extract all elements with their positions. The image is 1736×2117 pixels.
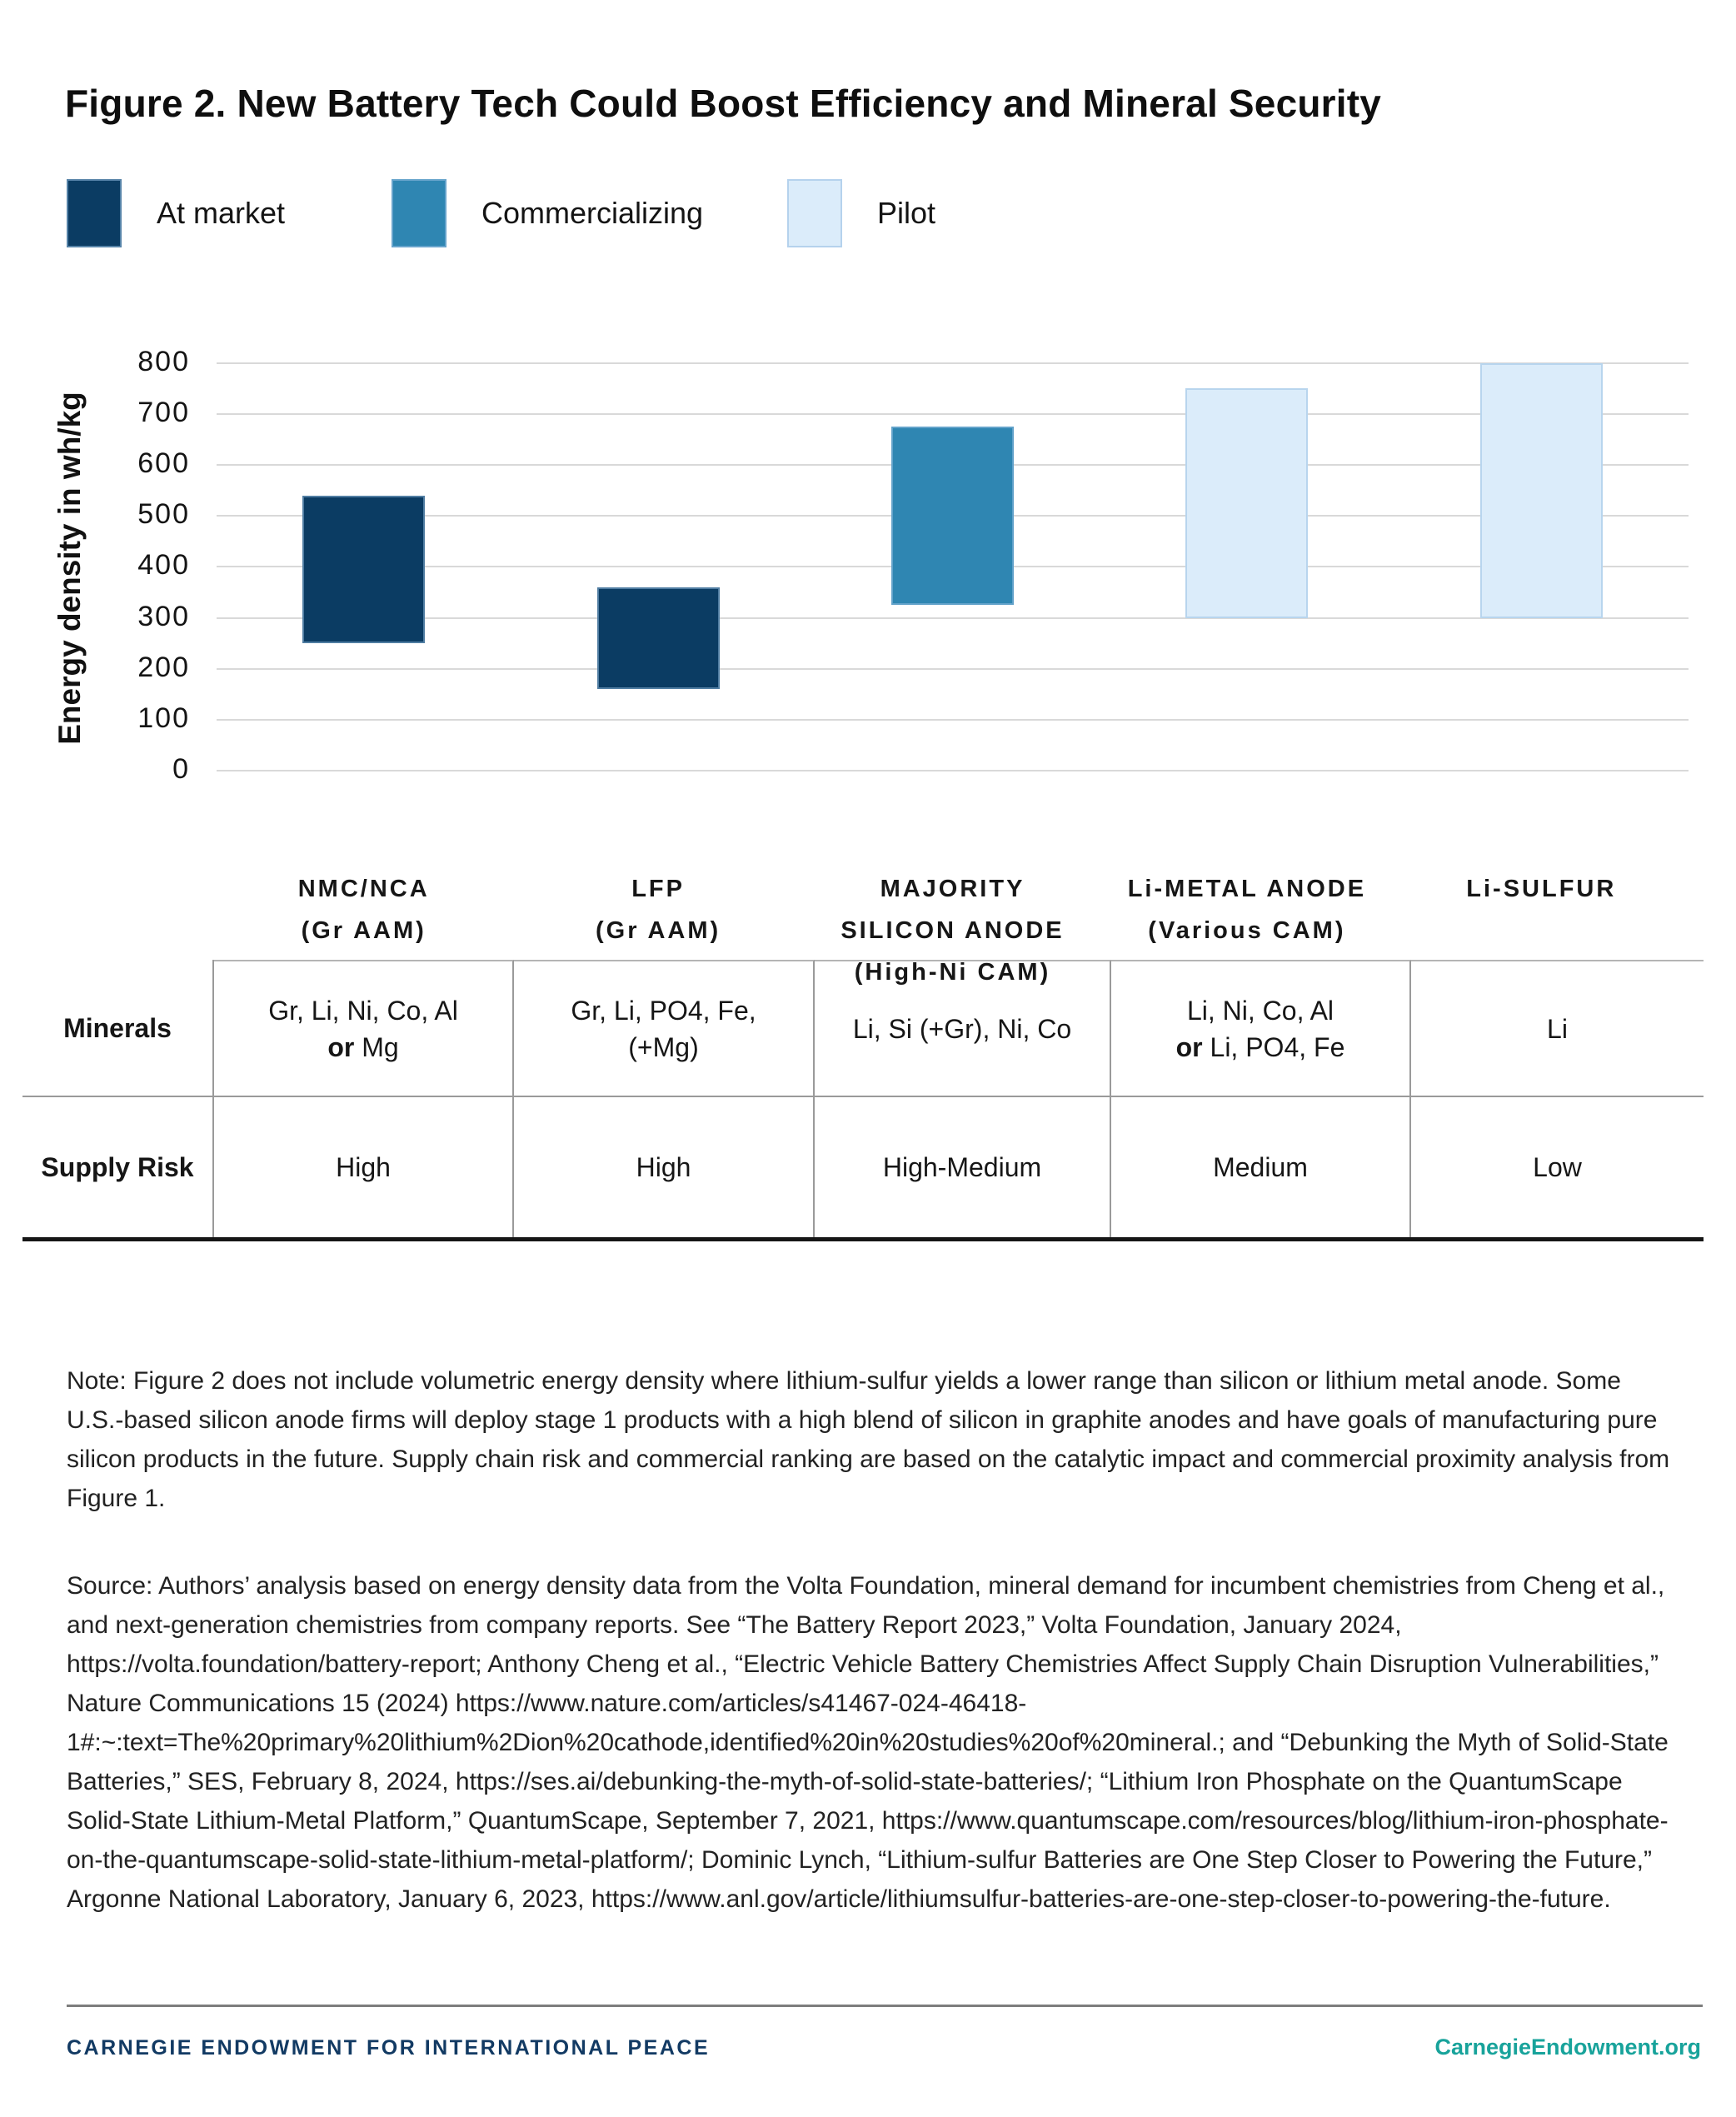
category-label-line: SILICON ANODE xyxy=(841,917,1065,944)
y-tick-600: 600 xyxy=(137,447,190,480)
minerals-text: Li, Ni, Co, Al xyxy=(1186,995,1334,1026)
gridline-100 xyxy=(217,718,1689,721)
supply-risk-cell-3: Medium xyxy=(1111,1097,1411,1237)
minerals-line: Li xyxy=(1547,1011,1568,1047)
minerals-text: Gr, Li, Ni, Co, Al xyxy=(268,995,458,1026)
range-bar-li-metal-anode-various-cam xyxy=(1185,388,1309,618)
supply-risk-cell-2: High-Medium xyxy=(815,1097,1111,1237)
footer-divider xyxy=(67,2005,1703,2007)
y-tick-300: 300 xyxy=(137,600,190,632)
category-label-line: LFP xyxy=(631,876,685,902)
category-label-line: MAJORITY xyxy=(880,876,1025,902)
footer-website: CarnegieEndowment.org xyxy=(1434,2035,1701,2060)
gridline-800 xyxy=(217,362,1689,364)
range-bar-majority-silicon-anode-high-ni-cam xyxy=(891,427,1014,606)
minerals-cell-1: Gr, Li, PO4, Fe, (+Mg) xyxy=(514,960,815,1097)
footer-org-name: CARNEGIE ENDOWMENT FOR INTERNATIONAL PEA… xyxy=(67,2036,711,2060)
supply-risk-cell-0: High xyxy=(214,1097,514,1237)
minerals-text: Li, Si (+Gr), Ni, Co xyxy=(852,1013,1072,1044)
category-label-line: Li-METAL ANODE xyxy=(1127,876,1367,902)
figure-source: Source: Authors’ analysis based on energ… xyxy=(67,1572,1669,1913)
range-bar-li-sulfur xyxy=(1479,362,1603,618)
minerals-line: (+Mg) xyxy=(628,1029,698,1066)
y-tick-500: 500 xyxy=(137,498,190,531)
minerals-text: Gr, Li, PO4, Fe, xyxy=(571,995,756,1026)
minerals-line: or Mg xyxy=(327,1029,398,1066)
minerals-text: Mg xyxy=(354,1031,399,1062)
minerals-supply-risk-table: Minerals Gr, Li, Ni, Co, Al or Mg Gr, Li, P… xyxy=(22,960,1704,1241)
minerals-text: or xyxy=(327,1031,355,1062)
minerals-line: Li, Si (+Gr), Ni, Co xyxy=(853,1011,1071,1047)
figure-title: Figure 2. New Battery Tech Could Boost E… xyxy=(65,81,1382,125)
gridline-700 xyxy=(217,412,1689,415)
minerals-cell-2: Li, Si (+Gr), Ni, Co xyxy=(815,960,1111,1097)
legend-swatch-pilot xyxy=(787,179,842,247)
minerals-line: Gr, Li, PO4, Fe, xyxy=(571,992,756,1029)
category-label-line: NMC/NCA xyxy=(297,876,430,902)
minerals-cell-3: Li, Ni, Co, Al or Li, PO4, Fe xyxy=(1111,960,1411,1097)
category-label-majority-silicon-anode-high-ni-cam: MAJORITY SILICON ANODE (High-Ni CAM) xyxy=(803,868,1103,993)
range-bar-lfp-gr-aam xyxy=(596,587,720,690)
legend-item-commercializing: Commercializing xyxy=(392,179,703,247)
minerals-line: Li, Ni, Co, Al xyxy=(1187,992,1334,1029)
y-tick-400: 400 xyxy=(137,549,190,582)
category-label-line: (Various CAM) xyxy=(1148,917,1346,944)
supply-risk-cell-1: High xyxy=(514,1097,815,1237)
category-label-line: (High-Ni CAM) xyxy=(854,959,1051,986)
category-label-line: (Gr AAM) xyxy=(301,917,427,944)
gridline-300 xyxy=(217,617,1689,619)
gridline-200 xyxy=(217,667,1689,670)
category-label-line: (Gr AAM) xyxy=(596,917,721,944)
row-header-minerals: Minerals xyxy=(22,960,214,1097)
category-label-line: Li-SULFUR xyxy=(1466,876,1617,902)
range-bar-nmc-nca-gr-aam xyxy=(302,495,426,644)
category-label-li-metal-anode-various-cam: Li-METAL ANODE (Various CAM) xyxy=(1097,868,1397,951)
y-tick-700: 700 xyxy=(137,396,190,428)
legend-swatch-at-market xyxy=(67,179,122,247)
legend-swatch-commercializing xyxy=(392,179,446,247)
minerals-text: (+Mg) xyxy=(628,1031,699,1062)
minerals-text: Li xyxy=(1547,1013,1568,1044)
y-tick-0: 0 xyxy=(172,753,190,785)
supply-risk-cell-4: Low xyxy=(1533,1152,1582,1182)
minerals-cell-0: Gr, Li, Ni, Co, Al or Mg xyxy=(214,960,514,1097)
minerals-line: Gr, Li, Ni, Co, Al xyxy=(268,992,458,1029)
category-label-nmc-nca-gr-aam: NMC/NCA (Gr AAM) xyxy=(214,868,514,951)
y-tick-200: 200 xyxy=(137,651,190,683)
y-tick-800: 800 xyxy=(137,345,190,377)
legend-item-pilot: Pilot xyxy=(787,179,935,247)
minerals-text: Li, PO4, Fe xyxy=(1202,1031,1345,1062)
minerals-text: or xyxy=(1175,1031,1203,1062)
minerals-cell-4: Li xyxy=(1411,960,1704,1097)
category-label-li-sulfur: Li-SULFUR xyxy=(1391,868,1691,910)
category-label-lfp-gr-aam: LFP (Gr AAM) xyxy=(508,868,808,951)
legend-label: At market xyxy=(157,196,286,230)
figure-note: Note: Figure 2 does not include volumetr… xyxy=(67,1367,1670,1512)
legend-item-at-market: At market xyxy=(67,179,285,247)
row-header-supply-risk: Supply Risk xyxy=(22,1097,214,1237)
minerals-line: or Li, PO4, Fe xyxy=(1176,1029,1345,1066)
y-tick-100: 100 xyxy=(137,702,190,734)
legend-label: Pilot xyxy=(877,196,936,230)
legend-label: Commercializing xyxy=(481,196,704,230)
gridline-0 xyxy=(217,770,1689,771)
